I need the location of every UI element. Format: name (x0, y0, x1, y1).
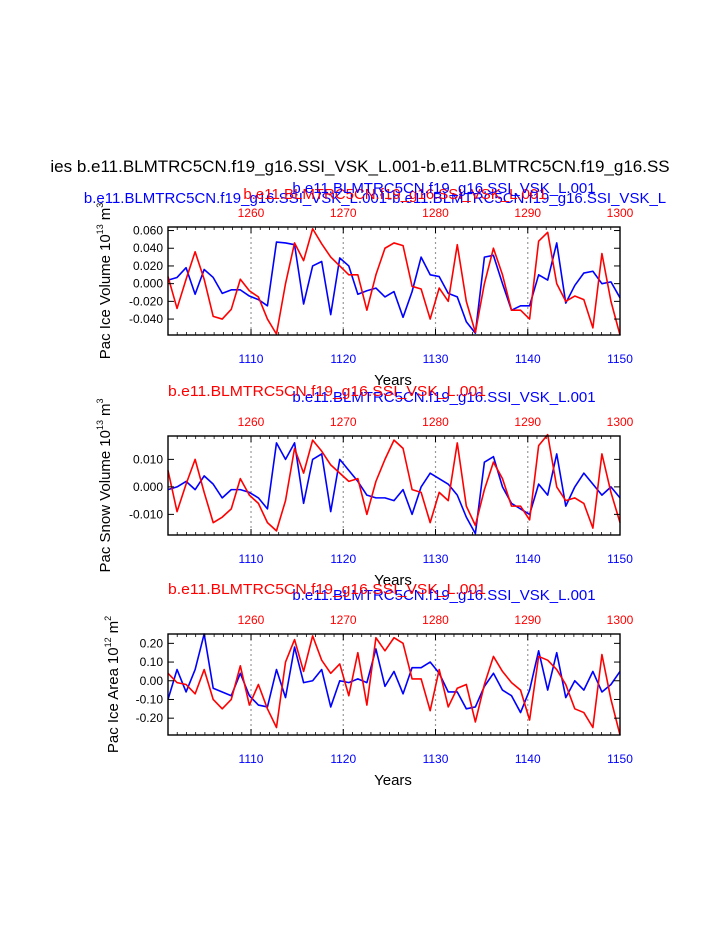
y-axis-title: Pac Ice Volume 1013 m3 (95, 203, 114, 359)
x-tick-label: 1150 (607, 752, 633, 766)
y-axis-unit-base: 10 (97, 234, 114, 251)
series-line-blue (167, 633, 621, 714)
y-axis-unit-base: 10 (105, 647, 122, 664)
top-tick-label: 1260 (238, 206, 265, 220)
panel-legend-blue: b.e11.BLMTRC5CN.f19_g16.SSI_VSK_L.001 (292, 587, 595, 604)
y-axis-unit: m (97, 404, 114, 417)
y-axis-unit-exp: 13 (95, 420, 105, 430)
chart-panel-1: 1110 1120 1130 1140 1150 1260 1270 1280 1290 1300… (95, 180, 634, 389)
y-axis-unit-unit-exp: 2 (103, 616, 113, 621)
top-legend-blue: b.e11.BLMTRC5CN.f19_g16.SSI_VSK_L.001-b.… (84, 190, 666, 207)
x-tick-label: 1120 (330, 552, 356, 566)
top-legend-red: b.e11.BLMTRC5CN.f19_g16.SSI_VSK_L.001 (243, 186, 546, 203)
y-axis-unit-base: 10 (97, 430, 114, 447)
plot-frame (167, 435, 621, 536)
y-tick-label: 0.000 (133, 480, 163, 494)
y-axis-title-name: Pac Ice Volume (97, 255, 114, 359)
x-tick-label: 1130 (423, 352, 449, 366)
chart-panel-2: 1110 1120 1130 1140 1150 1260 1270 1280 1290 1300… (95, 383, 634, 589)
x-tick-label: 1130 (423, 752, 449, 766)
x-axis-title: Years (374, 572, 412, 589)
top-tick-label: 1270 (330, 613, 357, 627)
x-tick-label: 1110 (239, 552, 264, 566)
x-axis-title: Years (374, 772, 412, 789)
y-tick-label: 0.040 (133, 241, 163, 255)
y-axis-unit-unit-exp: 3 (95, 399, 105, 404)
top-tick-label: 1290 (514, 415, 541, 429)
plot-frame (167, 226, 621, 336)
y-tick-label: 0.010 (133, 452, 163, 466)
y-tick-label: -0.020 (129, 294, 163, 308)
series-line-red (167, 227, 621, 336)
y-tick-label: -0.010 (129, 507, 163, 521)
x-tick-label: 1120 (330, 752, 356, 766)
y-tick-label: -0.040 (129, 312, 163, 326)
top-tick-label: 1280 (422, 613, 449, 627)
y-axis-unit: m (105, 621, 122, 634)
y-tick-label: 0.00 (140, 674, 164, 688)
top-tick-label: 1260 (238, 415, 265, 429)
y-axis-title-name: Pac Snow Volume (97, 451, 114, 573)
x-tick-label: 1140 (515, 552, 541, 566)
series-line-blue (167, 442, 621, 535)
series-line-blue (167, 241, 621, 335)
y-tick-label: -0.20 (136, 711, 164, 725)
y-tick-label: -0.10 (136, 692, 164, 706)
y-axis-title-name: Pac Ice Area (105, 667, 122, 753)
x-tick-label: 1150 (607, 552, 633, 566)
figure-title: ies b.e11.BLMTRC5CN.f19_g16.SSI_VSK_L.00… (50, 157, 669, 176)
y-tick-label: 0.20 (140, 636, 164, 650)
x-tick-label: 1120 (330, 352, 356, 366)
y-axis-title: Pac Snow Volume 1013 m3 (95, 399, 114, 573)
y-tick-label: 0.10 (140, 655, 164, 669)
top-tick-label: 1270 (330, 415, 357, 429)
chart-panel-3: 1110 1120 1130 1140 1150 1260 1270 1280 1290 1300… (103, 581, 634, 789)
plot-frame (167, 633, 621, 736)
y-axis-unit-exp: 12 (103, 637, 113, 647)
y-axis-unit: m (97, 208, 114, 221)
x-tick-label: 1140 (515, 352, 541, 366)
top-tick-label: 1280 (422, 415, 449, 429)
x-tick-label: 1150 (607, 352, 633, 366)
y-tick-label: 0.060 (133, 224, 163, 238)
panel-legend-red: b.e11.BLMTRC5CN.f19_g16.SSI_VSK_L.001 (168, 383, 486, 400)
y-axis-unit-unit-exp: 3 (95, 203, 105, 208)
x-tick-label: 1140 (515, 752, 541, 766)
panels-group: 1110 1120 1130 1140 1150 1260 1270 1280 1290 1300… (95, 180, 634, 789)
y-axis-title: Pac Ice Area 1012 m2 (103, 616, 122, 753)
series-line-red (167, 433, 621, 532)
top-tick-label: 1260 (238, 613, 265, 627)
y-tick-label: 0.020 (133, 259, 163, 273)
series-line-red (167, 635, 621, 736)
x-tick-label: 1130 (423, 552, 449, 566)
y-tick-label: 0.000 (133, 277, 163, 291)
panel-legend-red: b.e11.BLMTRC5CN.f19_g16.SSI_VSK_L.001 (168, 581, 486, 598)
top-tick-label: 1300 (607, 415, 634, 429)
top-tick-label: 1270 (330, 206, 357, 220)
top-tick-label: 1290 (514, 613, 541, 627)
top-tick-label: 1300 (607, 613, 634, 627)
top-tick-label: 1280 (422, 206, 449, 220)
panel-legend-blue: b.e11.BLMTRC5CN.f19_g16.SSI_VSK_L.001 (292, 180, 595, 197)
x-tick-label: 1110 (239, 352, 264, 366)
x-tick-label: 1110 (239, 752, 264, 766)
top-tick-label: 1300 (607, 206, 634, 220)
x-axis-title: Years (374, 372, 412, 389)
top-tick-label: 1290 (514, 206, 541, 220)
y-axis-unit-exp: 13 (95, 224, 105, 234)
panel-legend-blue: b.e11.BLMTRC5CN.f19_g16.SSI_VSK_L.001 (292, 389, 595, 406)
